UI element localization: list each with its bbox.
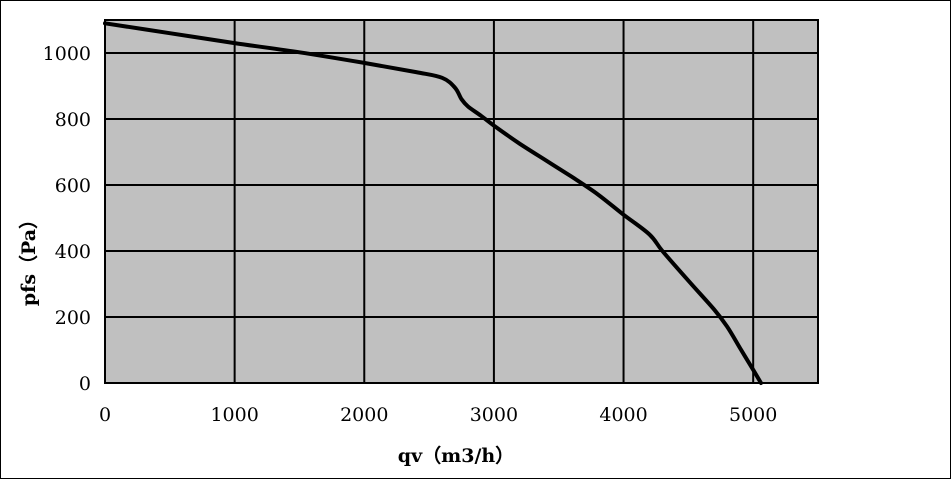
series-line [103,21,763,385]
y-tick-label: 600 [55,175,91,197]
x-tick-label: 2000 [340,404,388,426]
y-tick-label: 200 [55,307,91,329]
y-axis-label: pfs（Pa） [17,210,40,306]
y-tick-label: 400 [55,241,91,263]
x-tick-label: 3000 [470,404,518,426]
grid [105,19,818,383]
plot-area [104,19,819,384]
x-tick-label: 5000 [729,404,777,426]
x-axis-ticks: 0 1000 2000 3000 4000 5000 [99,404,777,426]
y-axis-ticks: 0 200 400 600 800 1000 [43,43,91,395]
x-tick-label: 4000 [599,404,647,426]
y-tick-label: 0 [79,373,91,395]
y-tick-label: 800 [55,109,91,131]
x-axis-label: qv（m3/h） [398,444,514,467]
y-tick-label: 1000 [43,43,91,65]
x-tick-label: 0 [99,404,111,426]
x-tick-label: 1000 [210,404,258,426]
